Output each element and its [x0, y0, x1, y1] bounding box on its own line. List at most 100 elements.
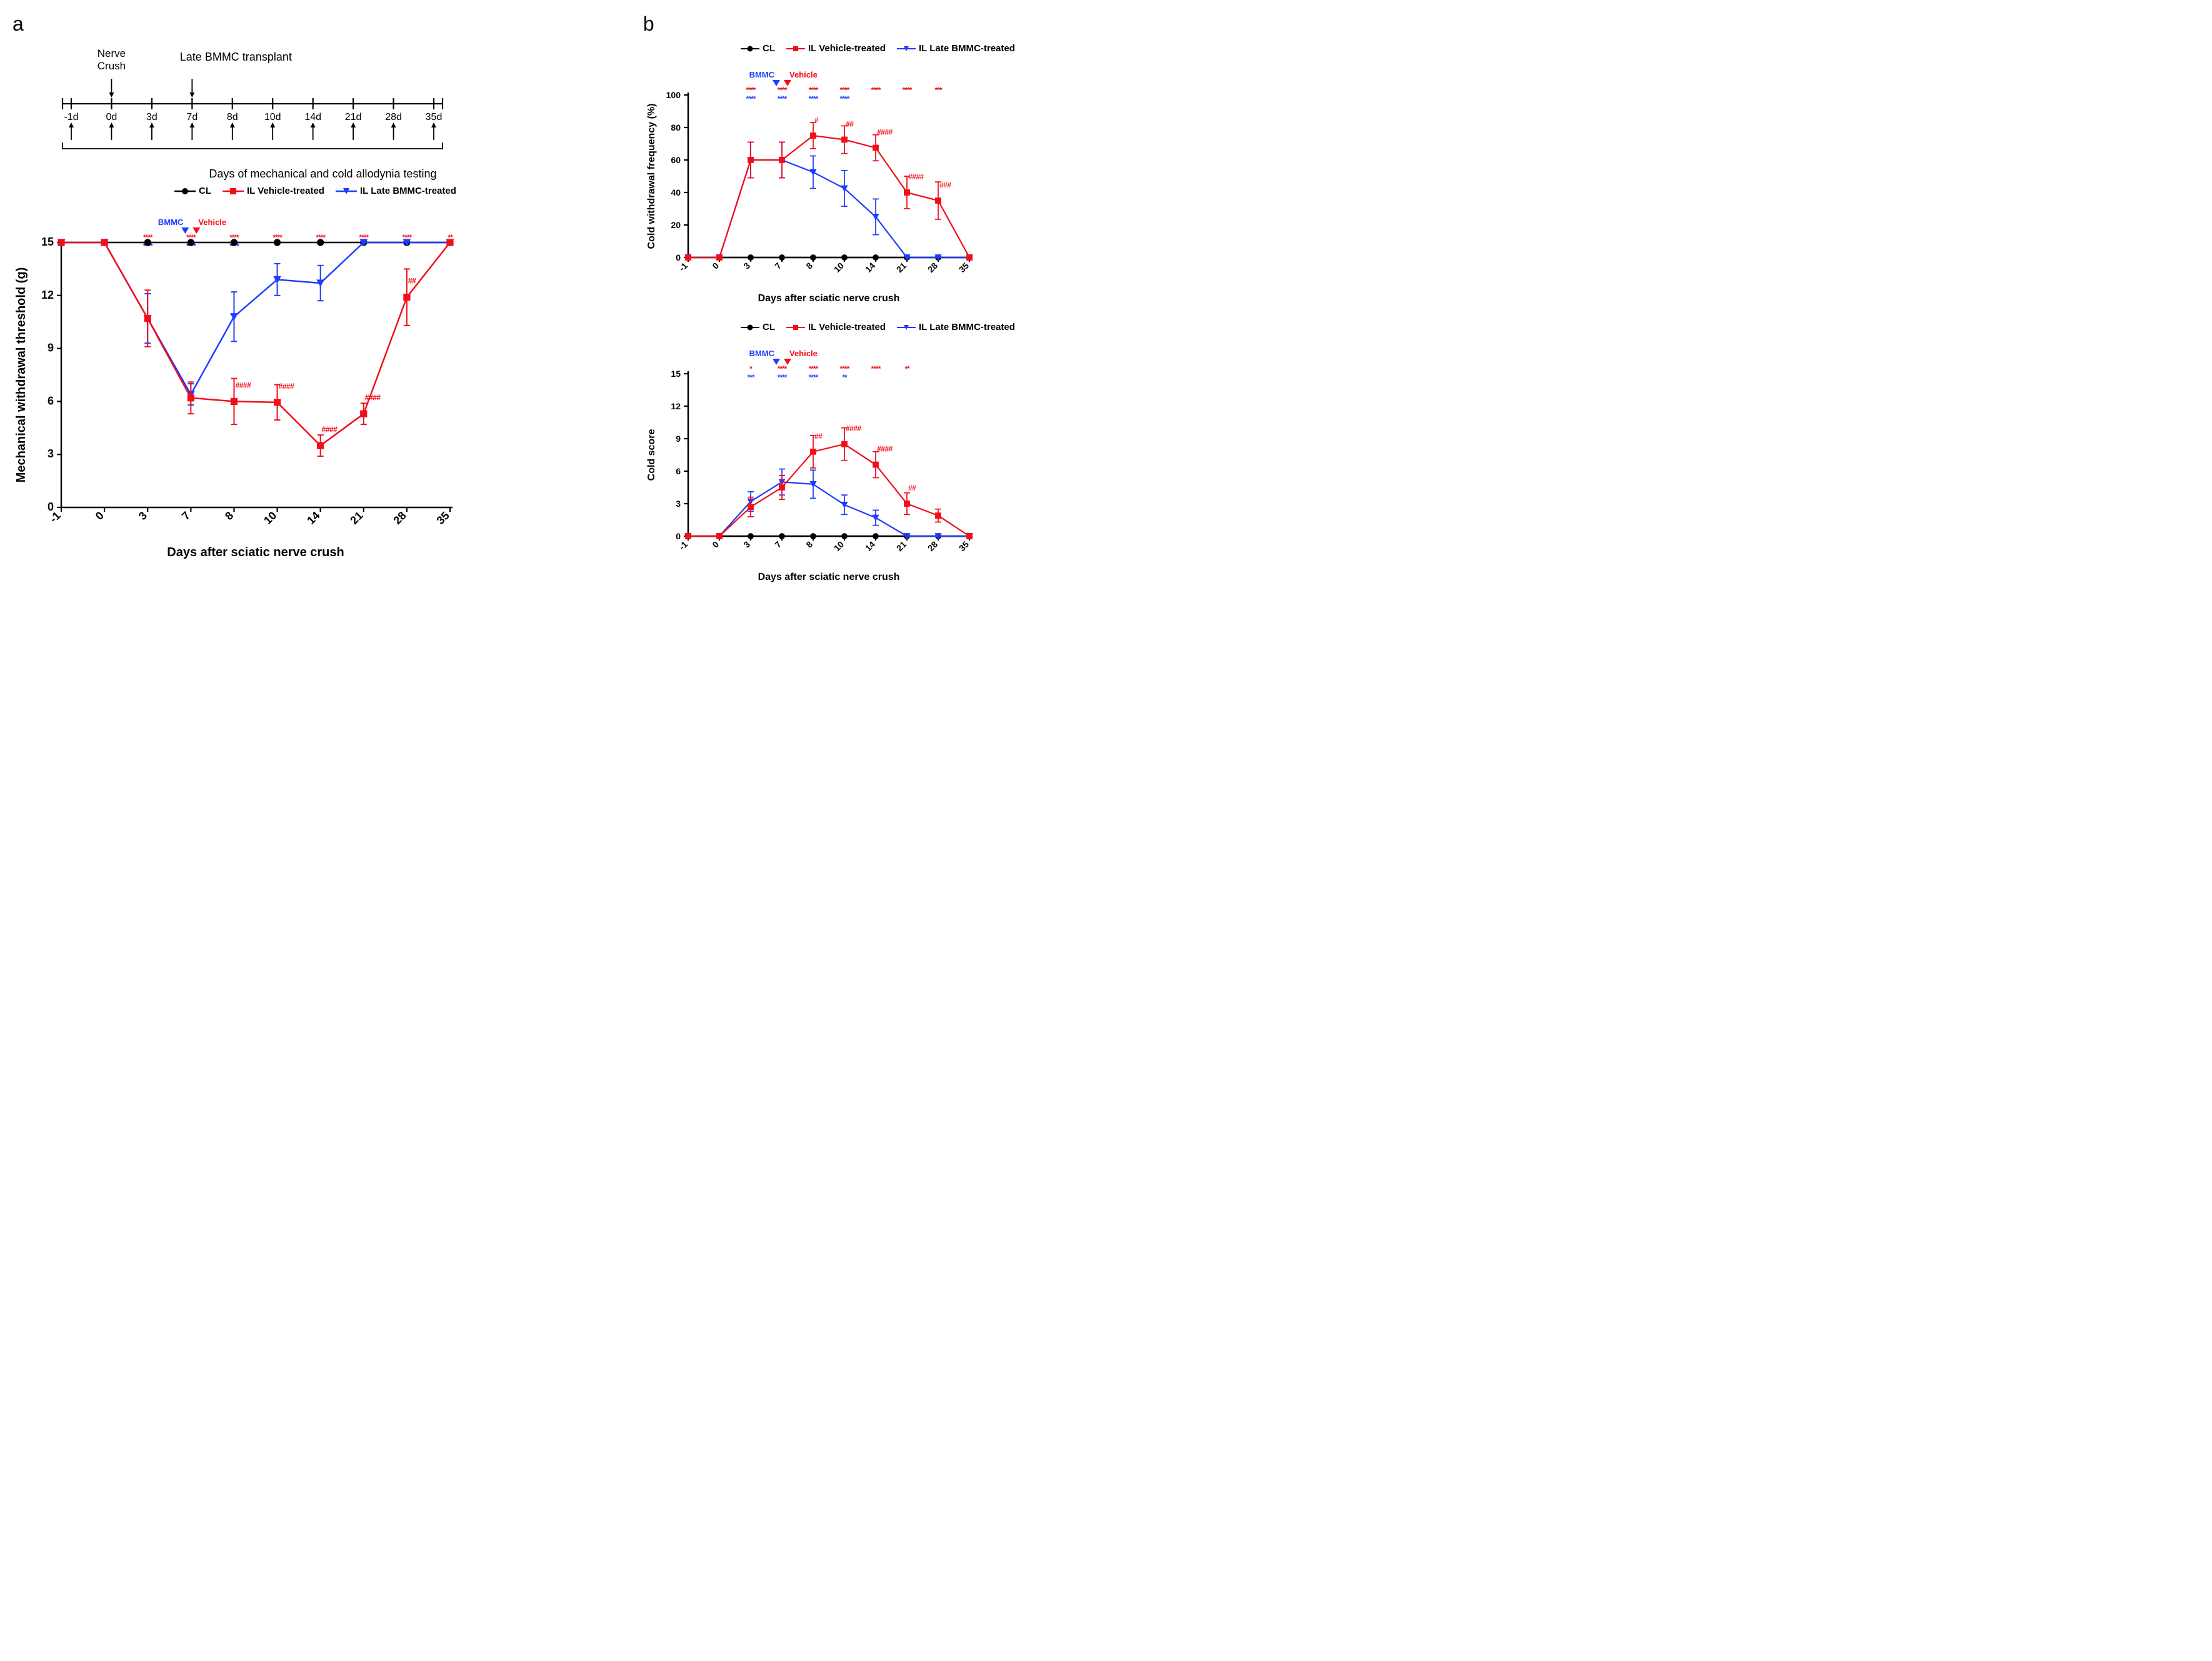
legend-bmmc-b2: IL Late BMMC-treated — [897, 322, 1015, 332]
svg-text:*: * — [749, 364, 753, 373]
svg-text:6: 6 — [676, 466, 681, 476]
svg-text:9: 9 — [48, 342, 54, 354]
svg-text:****: **** — [871, 364, 881, 373]
svg-text:3d: 3d — [146, 112, 158, 122]
legend-bmmc: IL Late BMMC-treated — [336, 186, 456, 196]
svg-text:80: 80 — [671, 122, 681, 132]
svg-text:28: 28 — [391, 509, 408, 527]
svg-text:7: 7 — [773, 261, 783, 271]
panel-b: b CL IL Vehicle-treated IL Late BMMC-tre… — [643, 12, 1113, 588]
svg-text:28d: 28d — [385, 112, 402, 122]
chart-mech-svg: 03691215-103781014212835Days after sciat… — [13, 199, 463, 561]
legend-cl-b2: CL — [741, 322, 775, 332]
svg-text:Vehicle: Vehicle — [789, 70, 818, 79]
legend-bmmc-b1: IL Late BMMC-treated — [897, 43, 1015, 54]
svg-text:7: 7 — [773, 539, 783, 550]
svg-text:####: #### — [279, 382, 295, 391]
legend-bmmc-label: IL Late BMMC-treated — [360, 186, 456, 196]
legend-cl-label: CL — [199, 186, 211, 196]
svg-text:35: 35 — [434, 509, 452, 527]
svg-text:8: 8 — [804, 539, 814, 550]
svg-text:****: **** — [778, 373, 788, 382]
svg-text:****: **** — [809, 94, 819, 103]
svg-text:###: ### — [939, 181, 951, 189]
svg-text:##: ## — [408, 277, 416, 286]
svg-text:0: 0 — [676, 252, 681, 262]
legend-vehicle-b2: IL Vehicle-treated — [786, 322, 886, 332]
svg-text:10: 10 — [832, 539, 846, 553]
svg-text:****: **** — [840, 86, 850, 94]
svg-text:21: 21 — [894, 261, 908, 274]
legend-vehicle-b1: IL Vehicle-treated — [786, 43, 886, 54]
svg-text:7d: 7d — [186, 112, 198, 122]
svg-text:####: #### — [235, 381, 251, 389]
svg-text:3: 3 — [741, 539, 752, 550]
svg-text:BMMC: BMMC — [749, 70, 774, 79]
svg-text:21d: 21d — [345, 112, 362, 122]
figure-root: a -1d0d3d7d8d10d14d21d28d35dNerveCrushLa… — [13, 12, 1113, 588]
svg-text:14: 14 — [304, 509, 322, 527]
svg-text:****: **** — [778, 86, 788, 94]
svg-text:28: 28 — [926, 261, 939, 274]
svg-text:BMMC: BMMC — [158, 217, 184, 227]
svg-text:20: 20 — [671, 220, 681, 230]
svg-text:####: #### — [908, 172, 924, 181]
svg-text:Nerve: Nerve — [98, 47, 126, 59]
svg-text:#: # — [814, 116, 819, 124]
svg-text:****: **** — [809, 373, 819, 382]
svg-text:****: **** — [809, 364, 819, 373]
legend-mech: CL IL Vehicle-treated IL Late BMMC-treat… — [13, 186, 618, 196]
svg-text:12: 12 — [41, 289, 54, 301]
svg-text:****: **** — [778, 94, 788, 103]
svg-text:14: 14 — [863, 539, 877, 553]
svg-text:0: 0 — [676, 531, 681, 541]
svg-text:****: **** — [746, 94, 756, 103]
svg-text:12: 12 — [671, 401, 681, 411]
chart-cold-freq: 020406080100-103781014212835Days after s… — [643, 56, 1113, 309]
chart-cold-freq-svg: 020406080100-103781014212835Days after s… — [643, 56, 981, 306]
svg-text:3: 3 — [48, 447, 54, 460]
svg-text:14d: 14d — [304, 112, 321, 122]
svg-text:0d: 0d — [106, 112, 118, 122]
svg-text:100: 100 — [666, 90, 681, 100]
svg-text:Cold withdrawal frequency (%): Cold withdrawal frequency (%) — [646, 104, 657, 249]
svg-text:Late BMMC transplant: Late BMMC transplant — [180, 51, 292, 63]
legend-cl-b1: CL — [741, 43, 775, 54]
legend-vehicle-label: IL Vehicle-treated — [247, 186, 324, 196]
svg-text:Days after sciatic nerve crush: Days after sciatic nerve crush — [758, 293, 900, 304]
svg-text:****: **** — [778, 364, 788, 373]
svg-text:**: ** — [904, 364, 910, 373]
timeline-caption: Days of mechanical and cold allodynia te… — [53, 167, 593, 181]
svg-text:Days after sciatic nerve crush: Days after sciatic nerve crush — [758, 572, 900, 582]
svg-text:Vehicle: Vehicle — [789, 349, 818, 358]
svg-text:Crush: Crush — [98, 60, 126, 72]
chart-cold-score-svg: 03691215-103781014212835Days after sciat… — [643, 335, 981, 585]
panel-a: a -1d0d3d7d8d10d14d21d28d35dNerveCrushLa… — [13, 12, 618, 588]
chart-cold-score: 03691215-103781014212835Days after sciat… — [643, 335, 1113, 588]
svg-text:****: **** — [840, 94, 850, 103]
svg-text:Vehicle: Vehicle — [198, 217, 226, 227]
svg-text:6: 6 — [48, 394, 54, 407]
timeline-diagram: -1d0d3d7d8d10d14d21d28d35dNerveCrushLate… — [13, 38, 618, 181]
svg-text:10d: 10d — [264, 112, 281, 122]
panel-b-label: b — [643, 12, 1113, 36]
svg-text:****: **** — [746, 86, 756, 94]
svg-text:Cold score: Cold score — [646, 429, 657, 481]
svg-text:***: *** — [934, 86, 942, 94]
legend-cold-freq: CL IL Vehicle-treated IL Late BMMC-treat… — [643, 43, 1113, 54]
svg-text:40: 40 — [671, 187, 681, 197]
svg-text:0: 0 — [710, 261, 721, 271]
svg-text:3: 3 — [676, 499, 681, 509]
svg-text:##: ## — [814, 432, 823, 441]
svg-text:10: 10 — [832, 261, 846, 274]
svg-text:21: 21 — [894, 539, 908, 553]
svg-text:35d: 35d — [426, 112, 443, 122]
svg-text:####: #### — [846, 424, 862, 433]
svg-text:****: **** — [871, 86, 881, 94]
svg-text:####: #### — [322, 425, 338, 434]
svg-text:***: *** — [747, 373, 754, 382]
svg-text:28: 28 — [926, 539, 939, 553]
svg-text:##: ## — [846, 120, 854, 129]
svg-text:BMMC: BMMC — [749, 349, 774, 358]
svg-text:35: 35 — [957, 261, 971, 274]
